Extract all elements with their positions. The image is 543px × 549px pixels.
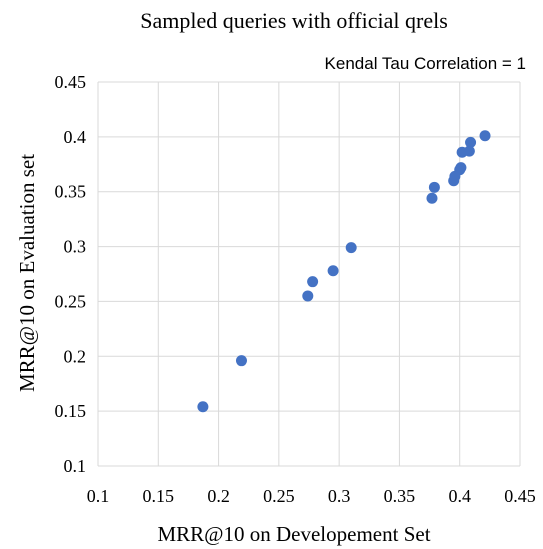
- data-point: [479, 130, 491, 142]
- x-tick-label: 0.2: [207, 486, 230, 506]
- x-tick-label: 0.15: [143, 486, 175, 506]
- data-point: [197, 401, 209, 413]
- y-tick-label: 0.2: [64, 346, 87, 366]
- correlation-annotation: Kendal Tau Correlation = 1: [325, 54, 526, 73]
- data-point: [235, 355, 247, 367]
- x-gridlines: [97, 82, 521, 466]
- data-point: [307, 276, 319, 288]
- data-point: [463, 145, 475, 157]
- x-tick-label: 0.25: [263, 486, 295, 506]
- data-points: [197, 130, 491, 413]
- y-tick-labels: 0.1 0.15 0.2 0.25 0.3 0.35 0.4 0.45: [55, 72, 87, 476]
- data-point: [426, 192, 438, 204]
- y-tick-label: 0.3: [64, 237, 87, 257]
- x-axis-label: MRR@10 on Developement Set: [157, 522, 430, 546]
- data-point: [345, 242, 357, 254]
- x-tick-label: 0.4: [448, 486, 471, 506]
- y-tick-label: 0.15: [55, 401, 87, 421]
- x-tick-labels: 0.1 0.15 0.2 0.25 0.3 0.35 0.4 0.45: [87, 486, 536, 506]
- y-tick-label: 0.4: [64, 127, 87, 147]
- y-tick-label: 0.35: [55, 182, 87, 202]
- x-tick-label: 0.35: [384, 486, 416, 506]
- x-tick-label: 0.1: [87, 486, 110, 506]
- chart-title: Sampled queries with official qrels: [140, 8, 448, 33]
- y-tick-label: 0.25: [55, 291, 87, 311]
- y-tick-label: 0.45: [55, 72, 87, 92]
- y-axis-label: MRR@10 on Evaluation set: [15, 154, 39, 392]
- y-gridlines: [98, 81, 520, 467]
- data-point: [455, 162, 467, 174]
- data-point: [302, 290, 314, 302]
- data-point: [428, 181, 440, 193]
- x-tick-label: 0.45: [504, 486, 536, 506]
- data-point: [327, 265, 339, 277]
- x-tick-label: 0.3: [328, 486, 351, 506]
- y-tick-label: 0.1: [64, 456, 87, 476]
- data-point: [465, 136, 477, 148]
